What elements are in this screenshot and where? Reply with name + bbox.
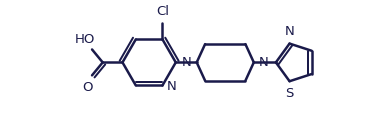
- Text: S: S: [285, 87, 294, 100]
- Text: N: N: [182, 56, 192, 69]
- Text: Cl: Cl: [156, 5, 169, 18]
- Text: HO: HO: [75, 33, 96, 46]
- Text: N: N: [259, 56, 269, 69]
- Text: O: O: [82, 81, 93, 94]
- Text: N: N: [285, 25, 295, 38]
- Text: N: N: [167, 80, 177, 93]
